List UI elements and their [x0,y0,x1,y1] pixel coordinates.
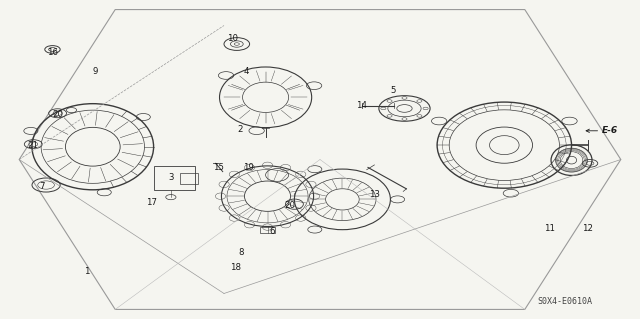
Text: 19: 19 [243,163,253,172]
Text: E-6: E-6 [602,126,618,135]
Text: S0X4-E0610A: S0X4-E0610A [537,297,592,306]
Text: 12: 12 [582,224,593,233]
Text: 5: 5 [391,86,396,95]
Text: 17: 17 [146,198,157,207]
Text: 21: 21 [28,141,39,150]
Text: 15: 15 [213,163,225,172]
Text: 6: 6 [269,227,275,236]
Text: 20: 20 [52,110,63,119]
Text: 18: 18 [230,263,241,272]
Text: 8: 8 [238,248,243,256]
Text: 9: 9 [92,67,97,76]
Text: 1: 1 [84,267,89,276]
Text: 16: 16 [47,48,58,57]
Text: 11: 11 [543,224,555,233]
Bar [180,173,198,184]
Text: 10: 10 [227,34,238,43]
Text: 3: 3 [169,173,174,182]
Text: 14: 14 [356,101,367,110]
Text: 20: 20 [284,201,296,210]
Bar [260,227,275,233]
Text: 13: 13 [369,190,380,199]
Text: 2: 2 [237,125,243,134]
Text: 7: 7 [39,182,44,191]
Bar [154,166,195,190]
Text: 4: 4 [244,67,249,76]
